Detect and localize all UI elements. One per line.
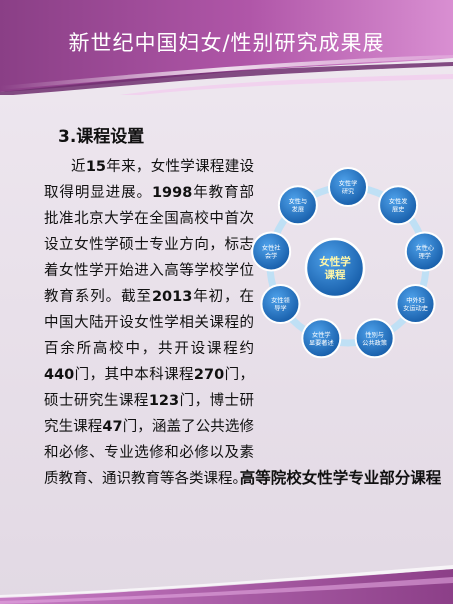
- ring-node-label: 导学: [274, 305, 286, 313]
- body-paragraph: 近15年来，女性学课程建设取得明显进展。1998年教育部批准北京大学在全国高校中…: [44, 154, 254, 492]
- center-label-line1: 女性学: [319, 255, 351, 268]
- text-run: 门，涵盖了公共选修和必修、专业选修和必修以及素质教育、通识教育等各类课程。: [44, 419, 255, 487]
- ring-node-label: 女性心: [416, 244, 435, 252]
- center-node: 女性学 课程: [304, 237, 366, 299]
- header-banner: 新世纪中国妇女/性别研究成果展: [0, 0, 453, 95]
- text-run: 门，其中本科课程: [74, 367, 194, 383]
- text-run: 年初，在中国大陆开设女性学相关课程的百余所高校中，共开设课程约: [44, 289, 254, 357]
- ring-node-label: 理学: [419, 252, 431, 260]
- text-run: 门，硕士研究生课程: [44, 367, 255, 409]
- number-15: 15: [85, 159, 106, 175]
- ring-node-label: 展史: [392, 206, 404, 214]
- number-1998: 1998: [151, 185, 193, 201]
- section-heading: 3.课程设置: [58, 127, 145, 147]
- text-run: 近: [71, 159, 86, 175]
- ring-node-label: 会学: [265, 252, 277, 260]
- ring-node-label: 女性学: [312, 331, 331, 339]
- ring-node-label: 显要著述: [309, 339, 334, 347]
- number-440: 440: [44, 367, 75, 383]
- diagram-caption: 高等院校女性学专业部分课程: [239, 469, 442, 487]
- course-ring-diagram: 女性学研究女性发展史女性心理学中外妇女运动史性别与公共政策女性学显要著述女性领导…: [251, 167, 445, 359]
- ring-node-label: 女性发: [389, 198, 408, 206]
- ring-node-label: 女性学: [339, 180, 358, 188]
- ring-node-label: 发展: [292, 206, 304, 214]
- ring-node-label: 女性领: [271, 297, 290, 305]
- ring-node-label: 女性社: [262, 244, 281, 252]
- center-label-line2: 课程: [325, 268, 346, 281]
- footer-swoosh: [0, 565, 453, 604]
- text-run: 年教育部批准北京大学在全国高校中首次设立女性学硕士专业方向，标志着女性学开始进入…: [44, 185, 254, 305]
- paragraph: 近15年来，女性学课程建设取得明显进展。1998年教育部批准北京大学在全国高校中…: [44, 154, 254, 492]
- number-47: 47: [102, 419, 123, 435]
- text-run: 年来，女性学课程建设取得明显进展。: [44, 159, 255, 201]
- header-background: [0, 0, 453, 95]
- number-123: 123: [148, 393, 180, 409]
- page-title: 新世纪中国妇女/性别研究成果展: [68, 31, 385, 55]
- ring-node-label: 研究: [342, 188, 354, 196]
- ring-node-label: 性别与: [365, 331, 384, 339]
- text-run: 门，博士研究生课程: [44, 393, 255, 435]
- ring-node-label: 女性与: [289, 198, 308, 206]
- number-270: 270: [193, 367, 225, 383]
- number-2013: 2013: [151, 289, 193, 305]
- ring-node-label: 女运动史: [403, 305, 428, 313]
- ring-node-label: 公共政策: [362, 339, 387, 347]
- ring-node-label: 中外妇: [406, 297, 425, 305]
